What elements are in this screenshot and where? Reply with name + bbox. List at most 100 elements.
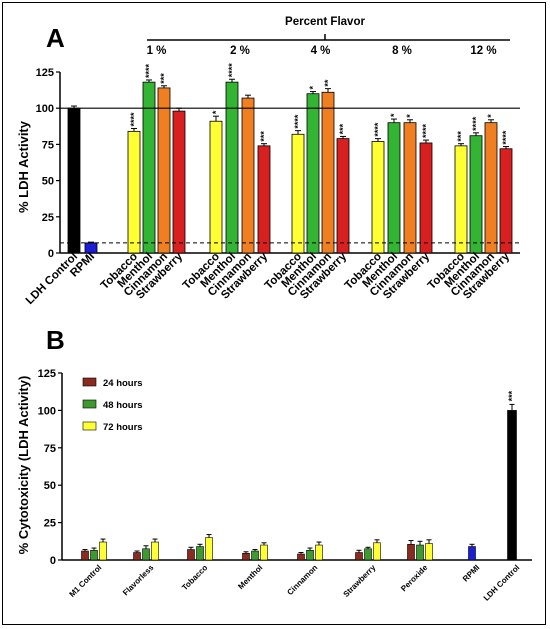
bar	[321, 91, 335, 254]
bar	[142, 548, 150, 561]
top-axis-title: Percent Flavor	[285, 16, 365, 28]
significance-label: ***	[338, 123, 348, 134]
bar	[355, 552, 363, 561]
legend-swatch	[82, 399, 97, 409]
bar	[242, 552, 250, 561]
significance-label: ****	[373, 122, 383, 137]
bar	[419, 142, 433, 254]
bar	[371, 141, 385, 254]
category-label: Strawberry	[341, 563, 377, 599]
category-label: Cinnamon	[285, 563, 319, 597]
bar	[90, 549, 98, 561]
percent-label: 2 %	[230, 45, 250, 57]
bar	[373, 542, 381, 561]
panel-label-a: A	[46, 23, 65, 53]
category-label: Tobacco	[180, 563, 209, 592]
bar	[315, 544, 323, 561]
y-tick-label-a: 50	[42, 176, 54, 188]
panel-label-b: B	[46, 325, 65, 355]
legend-label: 24 hours	[103, 378, 143, 389]
significance-label: ****	[421, 124, 431, 139]
y-tick-label-a: 25	[42, 212, 54, 224]
significance-label: ***	[259, 131, 269, 142]
y-axis-title-a: % LDH Activity	[16, 120, 31, 213]
bar	[364, 548, 372, 561]
bar	[209, 120, 223, 254]
significance-label: ****	[144, 63, 154, 78]
bar	[387, 122, 401, 254]
category-label: Peroxide	[399, 563, 430, 594]
y-tick-label-b: 0	[50, 555, 56, 567]
bar	[81, 550, 89, 561]
legend-swatch	[82, 377, 97, 387]
bar	[260, 544, 268, 561]
percent-label: 8 %	[392, 45, 412, 57]
significance-label: *	[308, 86, 318, 90]
bar	[403, 122, 417, 254]
bar	[291, 133, 305, 254]
y-tick-label-a: 75	[42, 139, 54, 151]
bar	[416, 544, 424, 561]
legend-swatch	[82, 421, 97, 431]
significance-label: ***	[456, 131, 466, 142]
y-axis-title-b: % Cytotoxicity (LDH Activity)	[16, 376, 31, 555]
y-tick-label-b: 75	[44, 443, 56, 455]
significance-label: ***	[507, 390, 517, 401]
bar	[157, 87, 171, 254]
chart-b: 0 25 50 75 100 125 M1 Control Flavorless Tobacco…	[38, 368, 532, 603]
bar	[99, 541, 107, 561]
bar	[172, 110, 186, 254]
percent-label: 4 %	[311, 45, 331, 57]
y-tick-label-a: 0	[48, 248, 54, 260]
bar	[306, 549, 314, 561]
bar	[507, 410, 517, 561]
category-label: RPMI	[461, 563, 482, 584]
legend-label: 48 hours	[103, 400, 143, 411]
significance-label: *	[211, 110, 221, 114]
bar	[187, 549, 195, 561]
bar	[306, 93, 320, 254]
bar	[469, 135, 483, 254]
bar	[425, 543, 433, 561]
category-label: Menthol	[236, 563, 264, 591]
significance-label: *	[486, 114, 496, 118]
bar	[127, 130, 141, 254]
y-tick-label-a: 100	[36, 103, 54, 115]
bar	[241, 97, 255, 254]
bar	[67, 107, 81, 254]
bar	[484, 122, 498, 254]
category-label: M1 Control	[68, 563, 104, 599]
bar	[454, 145, 468, 254]
figure-frame	[2, 2, 546, 625]
significance-label: *	[389, 113, 399, 117]
bar	[407, 543, 415, 561]
significance-label: ***	[159, 73, 169, 84]
significance-label: *	[405, 114, 415, 118]
percent-label: 12 %	[470, 45, 496, 57]
significance-label: ****	[227, 63, 237, 78]
significance-label: ****	[293, 114, 303, 129]
bar	[151, 541, 159, 561]
bar	[257, 145, 271, 254]
bar	[336, 138, 350, 254]
y-tick-label-a: 125	[36, 67, 54, 79]
bar	[133, 552, 141, 561]
y-tick-label-b: 25	[44, 518, 56, 530]
bar	[196, 546, 204, 561]
y-tick-label-b: 50	[44, 480, 56, 492]
bar	[205, 537, 213, 561]
bar	[297, 553, 305, 561]
significance-label: ****	[129, 112, 139, 127]
significance-label: ****	[471, 116, 481, 131]
category-label: LDH Control	[482, 563, 522, 603]
y-tick-label-b: 125	[38, 368, 56, 380]
legend-label: 72 hours	[103, 422, 143, 433]
bar	[251, 550, 259, 561]
significance-label: ****	[501, 130, 511, 145]
significance-label: **	[323, 79, 333, 87]
bar	[499, 148, 513, 254]
y-tick-label-b: 100	[38, 405, 56, 417]
category-label: Flavorless	[121, 563, 156, 598]
